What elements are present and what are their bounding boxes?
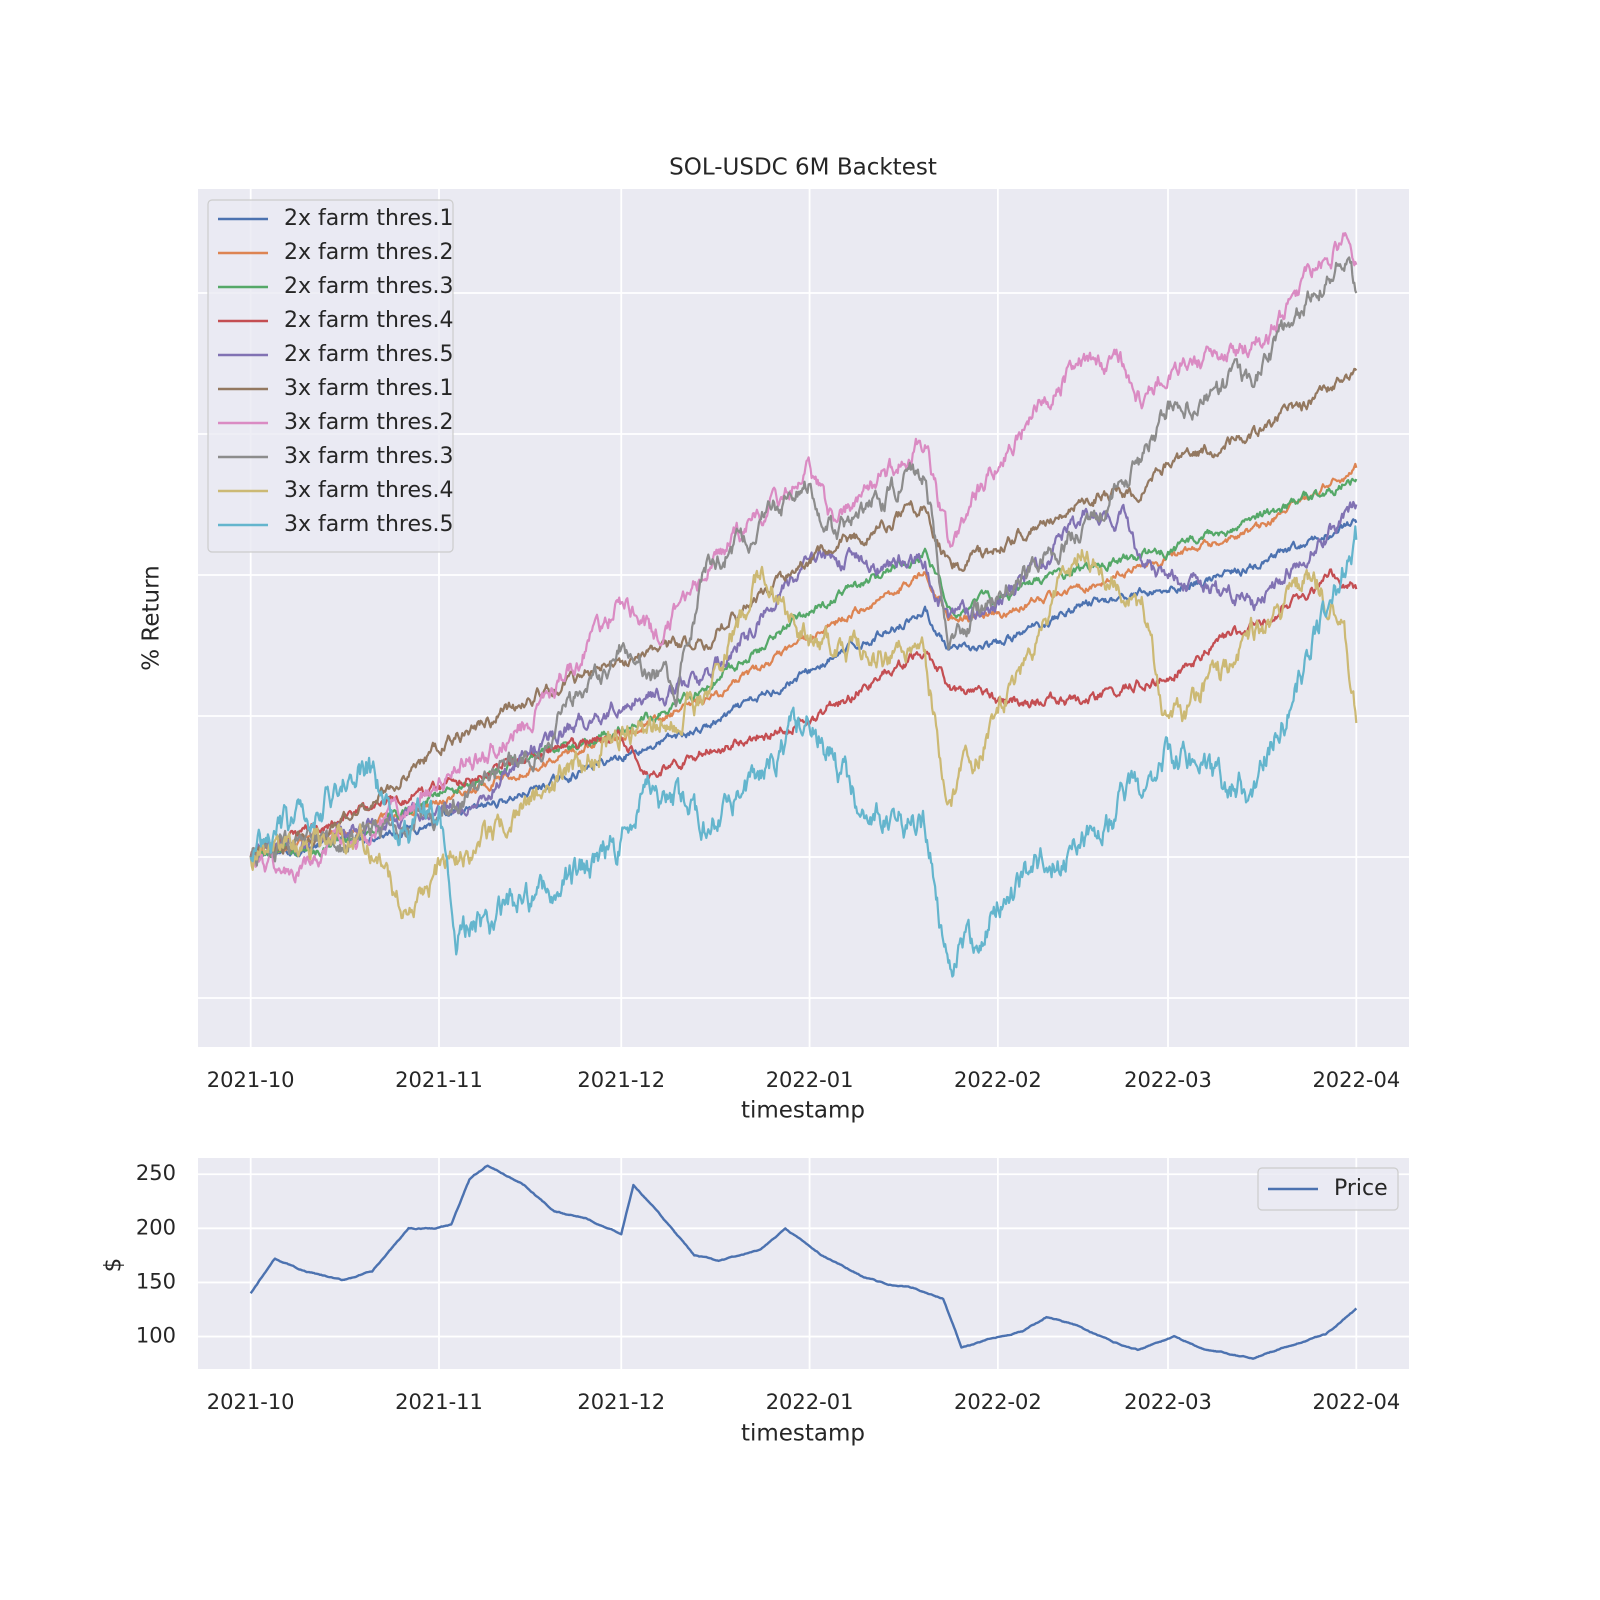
returns-chart: SOL-USDC 6M Backtest 2021-10 2021-11 2021-… — [139, 155, 1409, 1124]
legend-label: 3x farm thres.2 — [284, 410, 453, 435]
price-legend-label: Price — [1334, 1176, 1388, 1201]
returns-x-tick-label: 2022-02 — [954, 1068, 1042, 1092]
legend-label: 2x farm thres.2 — [284, 240, 453, 265]
returns-legend: 2x farm thres.1 2x farm thres.2 2x farm th… — [207, 199, 454, 553]
price-y-tick-label: 200 — [136, 1215, 176, 1239]
returns-x-tick-labels: 2021-10 2021-11 2021-12 2022-01 2022-02 2022-… — [207, 1068, 1400, 1092]
series-line-7 — [249, 232, 1358, 884]
returns-x-tick-label: 2021-12 — [577, 1068, 665, 1092]
series-line-8 — [249, 256, 1358, 867]
price-x-tick-label: 2022-02 — [954, 1390, 1042, 1414]
price-y-tick-label: 250 — [136, 1161, 176, 1185]
price-plot-area — [198, 1158, 1409, 1369]
legend-label: 3x farm thres.5 — [284, 512, 453, 537]
returns-x-tick-label: 2022-01 — [766, 1068, 854, 1092]
price-y-tick-label: 150 — [136, 1269, 176, 1293]
legend-label: 3x farm thres.4 — [284, 478, 453, 503]
series-line-9 — [249, 549, 1358, 920]
series-line-3 — [249, 477, 1358, 859]
price-y-axis-label: $ — [101, 1258, 127, 1273]
returns-x-tick-label: 2022-04 — [1312, 1068, 1400, 1092]
price-x-tick-label: 2022-04 — [1312, 1390, 1400, 1414]
price-x-tick-label: 2021-12 — [577, 1390, 665, 1414]
chart-title: SOL-USDC 6M Backtest — [669, 155, 937, 181]
price-legend: Price — [1257, 1167, 1399, 1211]
price-x-tick-label: 2021-11 — [395, 1390, 483, 1414]
price-line — [249, 1164, 1358, 1360]
returns-y-axis-label: % Return — [139, 565, 165, 671]
legend-label: 2x farm thres.5 — [284, 342, 453, 367]
legend-label: 2x farm thres.1 — [284, 206, 453, 231]
series-line-10 — [249, 525, 1358, 978]
price-x-tick-label: 2022-03 — [1124, 1390, 1212, 1414]
price-chart: 2021-10 2021-11 2021-12 2022-01 2022-02 2022-… — [101, 1158, 1409, 1447]
series-line-6 — [249, 367, 1358, 858]
returns-x-tick-label: 2021-11 — [395, 1068, 483, 1092]
returns-series-lines — [249, 232, 1358, 978]
returns-x-axis-label: timestamp — [741, 1098, 865, 1124]
returns-x-tick-label: 2022-03 — [1124, 1068, 1212, 1092]
price-gridlines — [198, 1158, 1409, 1369]
price-x-tick-label: 2021-10 — [207, 1390, 295, 1414]
series-line-5 — [250, 500, 1358, 863]
legend-box — [207, 199, 454, 553]
price-x-axis-label: timestamp — [741, 1421, 865, 1447]
price-x-tick-labels: 2021-10 2021-11 2021-12 2022-01 2022-02 2022-… — [207, 1390, 1400, 1414]
legend-label: 3x farm thres.1 — [284, 376, 453, 401]
series-line-2 — [250, 462, 1358, 859]
price-y-tick-labels: 100 150 200 250 — [136, 1161, 176, 1347]
price-legend-box — [1257, 1167, 1399, 1211]
legend-label: 2x farm thres.3 — [284, 274, 453, 299]
price-x-tick-label: 2022-01 — [766, 1390, 854, 1414]
price-y-tick-label: 100 — [136, 1324, 176, 1348]
legend-label: 2x farm thres.4 — [284, 308, 453, 333]
price-series-lines — [249, 1164, 1358, 1360]
returns-x-tick-label: 2021-10 — [207, 1068, 295, 1092]
legend-label: 3x farm thres.3 — [284, 444, 453, 469]
